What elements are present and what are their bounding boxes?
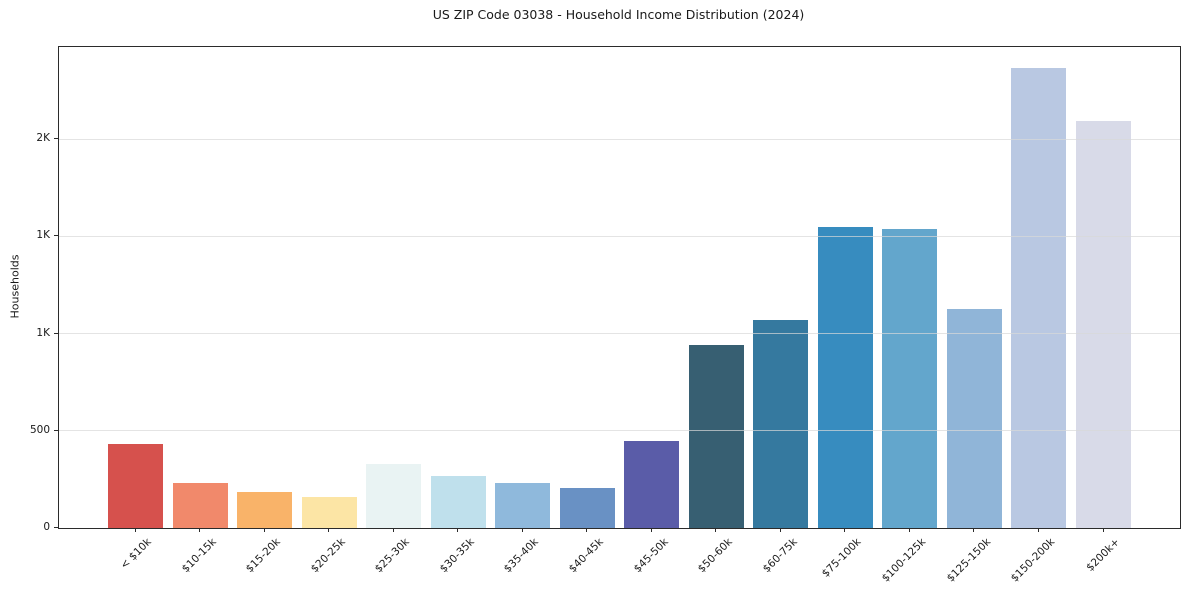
x-tick-label-8: $45-50k xyxy=(631,536,671,576)
x-tick-9 xyxy=(715,528,717,532)
x-tick-5 xyxy=(457,528,459,532)
gridline-2000 xyxy=(59,138,1180,140)
bar-9 xyxy=(688,345,744,528)
y-tick-label-3: 1K xyxy=(36,229,50,242)
y-tick-2 xyxy=(54,332,58,334)
bar-0 xyxy=(108,444,163,528)
bar-8 xyxy=(624,440,680,528)
x-tick-label-5: $30-35k xyxy=(437,536,477,576)
x-tick-label-4: $25-30k xyxy=(373,536,413,576)
x-tick-6 xyxy=(521,528,523,532)
plot-area xyxy=(58,46,1181,529)
x-tick-label-1: $10-15k xyxy=(179,536,219,576)
x-tick-7 xyxy=(586,528,588,532)
bar-6 xyxy=(495,483,551,528)
bar-7 xyxy=(559,488,615,528)
x-tick-15 xyxy=(1102,528,1104,532)
x-tick-label-2: $15-20k xyxy=(243,536,284,576)
gridline-1500 xyxy=(59,235,1180,237)
y-tick-label-0: 0 xyxy=(43,521,50,533)
bar-5 xyxy=(430,475,486,528)
y-tick-label-1: 500 xyxy=(29,423,50,436)
bar-1 xyxy=(172,483,228,528)
x-tick-label-7: $40-45k xyxy=(566,536,606,576)
x-tick-label-11: $75-100k xyxy=(820,536,864,580)
y-tick-label-4: 2K xyxy=(36,132,50,145)
x-tick-8 xyxy=(650,528,652,532)
y-tick-3 xyxy=(54,235,58,237)
x-tick-label-13: $125-150k xyxy=(944,536,993,585)
bar-10 xyxy=(753,320,809,528)
x-tick-label-10: $60-75k xyxy=(760,536,800,576)
bar-11 xyxy=(817,226,873,528)
y-axis-label-wrap: Households xyxy=(0,46,30,527)
bar-14 xyxy=(1011,68,1067,528)
x-tick-11 xyxy=(844,528,846,532)
bar-4 xyxy=(366,463,422,528)
x-tick-10 xyxy=(779,528,781,532)
x-tick-14 xyxy=(1037,528,1039,532)
x-tick-1 xyxy=(199,528,201,532)
gridline-500 xyxy=(59,430,1180,432)
x-tick-4 xyxy=(392,528,394,532)
gridline-1000 xyxy=(59,333,1180,335)
y-axis-label: Households xyxy=(8,254,22,319)
x-tick-2 xyxy=(263,528,265,532)
x-tick-label-3: $20-25k xyxy=(308,536,348,576)
y-tick-4 xyxy=(54,138,58,140)
bar-3 xyxy=(301,496,357,528)
x-tick-12 xyxy=(908,528,910,532)
y-tick-label-2: 1K xyxy=(36,326,50,339)
x-tick-label-14: $150-200k xyxy=(1008,536,1058,585)
x-tick-label-6: $35-40k xyxy=(502,536,542,576)
x-tick-label-9: $50-60k xyxy=(695,536,735,576)
y-tick-0 xyxy=(54,527,58,528)
bar-13 xyxy=(946,309,1002,528)
x-tick-13 xyxy=(973,528,975,532)
y-tick-1 xyxy=(54,429,58,431)
x-tick-0 xyxy=(134,528,136,532)
bar-12 xyxy=(882,228,938,528)
x-tick-label-12: $100-125k xyxy=(879,536,929,585)
bar-2 xyxy=(237,492,293,528)
x-tick-label-15: $200k+ xyxy=(1084,536,1122,574)
bar-15 xyxy=(1076,120,1131,528)
x-tick-label-0: < $10k xyxy=(118,536,154,572)
chart-title: US ZIP Code 03038 - Household Income Dis… xyxy=(432,7,805,22)
x-tick-3 xyxy=(328,528,330,532)
